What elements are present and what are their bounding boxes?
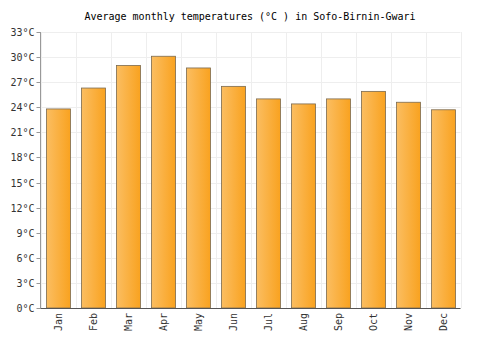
y-tick [37,208,41,209]
x-tick-label: Mar [123,313,134,331]
chart: Average monthly temperatures (°C ) in So… [0,0,500,350]
y-tick [37,157,41,158]
bar [81,88,105,308]
bar [396,102,420,308]
grid-line-x [321,32,322,308]
title: Average monthly temperatures (°C ) in So… [84,11,415,22]
y-tick [37,32,41,33]
y-tick [37,258,41,259]
bar [186,68,210,308]
grid-line-x [391,32,392,308]
x-tick-label: Jul [263,313,274,331]
bar [46,109,70,308]
x-axis [41,308,461,309]
y-tick [37,57,41,58]
x-tick-label: Jan [53,313,64,331]
y-tick-label: 15°C [10,178,34,189]
x-tick-label: Dec [438,313,449,331]
y-tick [37,308,41,309]
bar [326,99,350,308]
grid-line-y [41,32,461,33]
x-tick-label: May [193,313,204,331]
bar [291,104,315,308]
y-axis [40,32,41,308]
x-tick-label: Oct [368,313,379,331]
grid-line-x [146,32,147,308]
grid-line-x [426,32,427,308]
bars [46,56,455,308]
y-tick-label: 27°C [10,77,34,88]
y-tick [37,107,41,108]
grid-line-x [181,32,182,308]
y-tick [37,283,41,284]
bar [256,99,280,308]
x-tick-label: Feb [88,313,99,331]
grid-line-y [41,57,461,58]
grid-line-x [216,32,217,308]
grid-line-x [461,32,462,308]
y-tick [37,132,41,133]
grid-line-x [111,32,112,308]
y-tick-label: 3°C [16,278,34,289]
y-tick-label: 30°C [10,52,34,63]
grid-line-x [76,32,77,308]
grid-line-x [356,32,357,308]
x-tick-label: Apr [158,313,169,331]
y-tick-label: 18°C [10,152,34,163]
grid-line-y [41,308,461,309]
y-tick-label: 9°C [16,228,34,239]
bar [361,91,385,308]
x-tick-label: Nov [403,313,414,331]
y-tick [37,183,41,184]
grid-line-x [251,32,252,308]
grid-line-x [286,32,287,308]
bar [116,65,140,308]
bar [431,110,455,308]
y-tick-label: 33°C [10,27,34,38]
x-tick-label: Sep [333,313,344,331]
bar [221,86,245,308]
x-tick-label: Aug [298,313,309,331]
bar [151,56,175,308]
grid-line-x [41,32,42,308]
y-tick [37,82,41,83]
y-tick-label: 0°C [16,303,34,314]
x-tick-label: Jun [228,313,239,331]
y-tick-label: 12°C [10,203,34,214]
y-tick-label: 24°C [10,102,34,113]
grid-line-y [41,82,461,83]
y-tick [37,233,41,234]
y-tick-label: 6°C [16,253,34,264]
y-tick-label: 21°C [10,127,34,138]
